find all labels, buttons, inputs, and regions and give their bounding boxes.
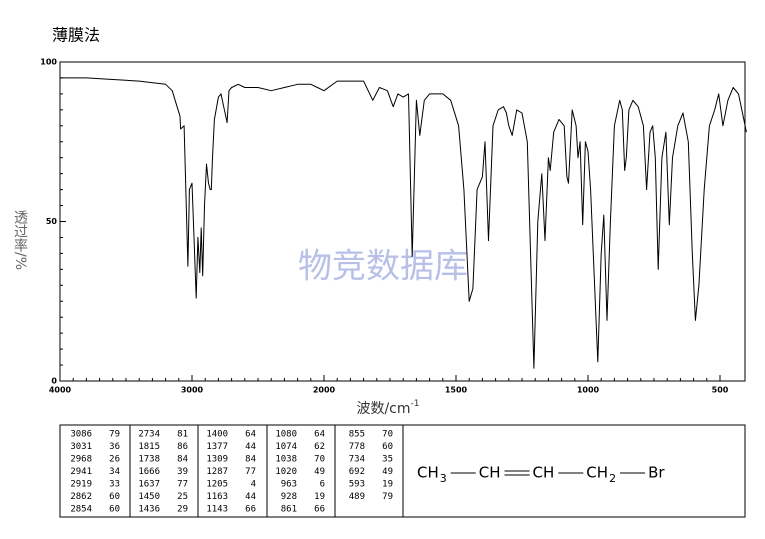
- peak-wavenumber: 1450: [138, 492, 160, 502]
- peak-wavenumber: 1143: [206, 505, 228, 515]
- x-tick-label: 4000: [49, 386, 72, 395]
- peak-wavenumber: 1738: [138, 455, 160, 465]
- peak-transmittance: 25: [177, 492, 188, 502]
- peak-wavenumber: 1637: [138, 480, 160, 490]
- peak-wavenumber: 1666: [138, 467, 160, 477]
- peak-transmittance: 70: [382, 430, 393, 440]
- atom-group: CH: [479, 464, 501, 482]
- peak-wavenumber: 1400: [206, 430, 228, 440]
- peak-transmittance: 34: [109, 467, 120, 477]
- peak-wavenumber: 1287: [206, 467, 228, 477]
- peak-transmittance: 36: [109, 442, 120, 452]
- peak-wavenumber: 1163: [206, 492, 228, 502]
- peak-wavenumber: 1377: [206, 442, 228, 452]
- peak-transmittance: 79: [109, 430, 120, 440]
- peak-wavenumber: 1080: [275, 430, 297, 440]
- peak-transmittance: 86: [177, 442, 188, 452]
- watermark: 物竞数据库: [298, 247, 468, 287]
- y-tick-label: 50: [46, 217, 58, 226]
- peak-wavenumber: 2854: [70, 505, 92, 515]
- peak-transmittance: 77: [245, 467, 256, 477]
- peak-transmittance: 4: [251, 480, 256, 490]
- peak-transmittance: 62: [314, 442, 325, 452]
- x-tick-label: 1500: [445, 386, 468, 395]
- peak-wavenumber: 1074: [275, 442, 297, 452]
- peak-transmittance: 26: [109, 455, 120, 465]
- atom-group: CH: [417, 464, 439, 482]
- atom-subscript: 3: [440, 472, 447, 485]
- x-axis-label-main: 波数/cm: [356, 401, 410, 417]
- peak-wavenumber: 2919: [70, 480, 92, 490]
- peak-wavenumber: 1038: [275, 455, 297, 465]
- peak-wavenumber: 2862: [70, 492, 92, 502]
- atom-group: CH: [533, 464, 555, 482]
- peak-wavenumber: 1815: [138, 442, 160, 452]
- atom-group: CH: [586, 464, 608, 482]
- peak-transmittance: 84: [177, 455, 188, 465]
- peak-transmittance: 60: [109, 505, 120, 515]
- peak-wavenumber: 855: [349, 430, 365, 440]
- peak-transmittance: 35: [382, 455, 393, 465]
- structure: CH 3 CH CH CH 2 Br: [417, 464, 665, 486]
- peak-wavenumber: 593: [349, 480, 365, 490]
- peak-transmittance: 49: [314, 467, 325, 477]
- peak-wavenumber: 3031: [70, 442, 92, 452]
- peak-transmittance: 44: [245, 442, 256, 452]
- x-axis-label: 波数/cm-1: [356, 399, 419, 418]
- peak-transmittance: 84: [245, 455, 256, 465]
- peak-wavenumber: 734: [349, 455, 365, 465]
- peak-wavenumber: 2941: [70, 467, 92, 477]
- peak-transmittance: 29: [177, 505, 188, 515]
- peak-transmittance: 44: [245, 492, 256, 502]
- peak-transmittance: 64: [245, 430, 256, 440]
- peak-wavenumber: 489: [349, 492, 365, 502]
- x-tick-label: 2000: [313, 386, 336, 395]
- plot-frame: [59, 61, 746, 382]
- peak-wavenumber: 1309: [206, 455, 228, 465]
- peak-transmittance: 66: [245, 505, 256, 515]
- peak-wavenumber: 2734: [138, 430, 160, 440]
- peak-transmittance: 60: [109, 492, 120, 502]
- peak-wavenumber: 1020: [275, 467, 297, 477]
- peak-wavenumber: 928: [281, 492, 297, 502]
- peak-transmittance: 33: [109, 480, 120, 490]
- peak-transmittance: 64: [314, 430, 325, 440]
- spectrum-line: [60, 77, 747, 369]
- peak-transmittance: 66: [314, 505, 325, 515]
- peak-transmittance: 39: [177, 467, 188, 477]
- atom-subscript: 2: [609, 472, 616, 485]
- x-tick-label: 500: [712, 386, 729, 395]
- x-axis-label-sup: -1: [411, 399, 420, 409]
- peak-transmittance: 81: [177, 430, 188, 440]
- peak-wavenumber: 861: [281, 505, 297, 515]
- peak-wavenumber: 2968: [70, 455, 92, 465]
- chart-title: 薄膜法: [52, 26, 100, 45]
- y-tick-label: 0: [51, 377, 57, 386]
- peak-transmittance: 19: [382, 480, 393, 490]
- x-tick-label: 3000: [181, 386, 204, 395]
- peak-transmittance: 77: [177, 480, 188, 490]
- peak-wavenumber: 778: [349, 442, 365, 452]
- peak-transmittance: 60: [382, 442, 393, 452]
- peak-wavenumber: 3086: [70, 430, 92, 440]
- peak-wavenumber: 692: [349, 467, 365, 477]
- peak-transmittance: 19: [314, 492, 325, 502]
- peak-transmittance: 70: [314, 455, 325, 465]
- peak-wavenumber: 1205: [206, 480, 228, 490]
- y-axis-label: 透过率/%: [12, 210, 28, 270]
- peak-transmittance: 6: [320, 480, 325, 490]
- x-tick-label: 1000: [577, 386, 600, 395]
- peak-wavenumber: 963: [281, 480, 297, 490]
- peak-wavenumber: 1436: [138, 505, 160, 515]
- peak-transmittance: 79: [382, 492, 393, 502]
- y-tick-label: 100: [40, 58, 57, 67]
- atom-group: Br: [648, 464, 665, 482]
- peak-transmittance: 49: [382, 467, 393, 477]
